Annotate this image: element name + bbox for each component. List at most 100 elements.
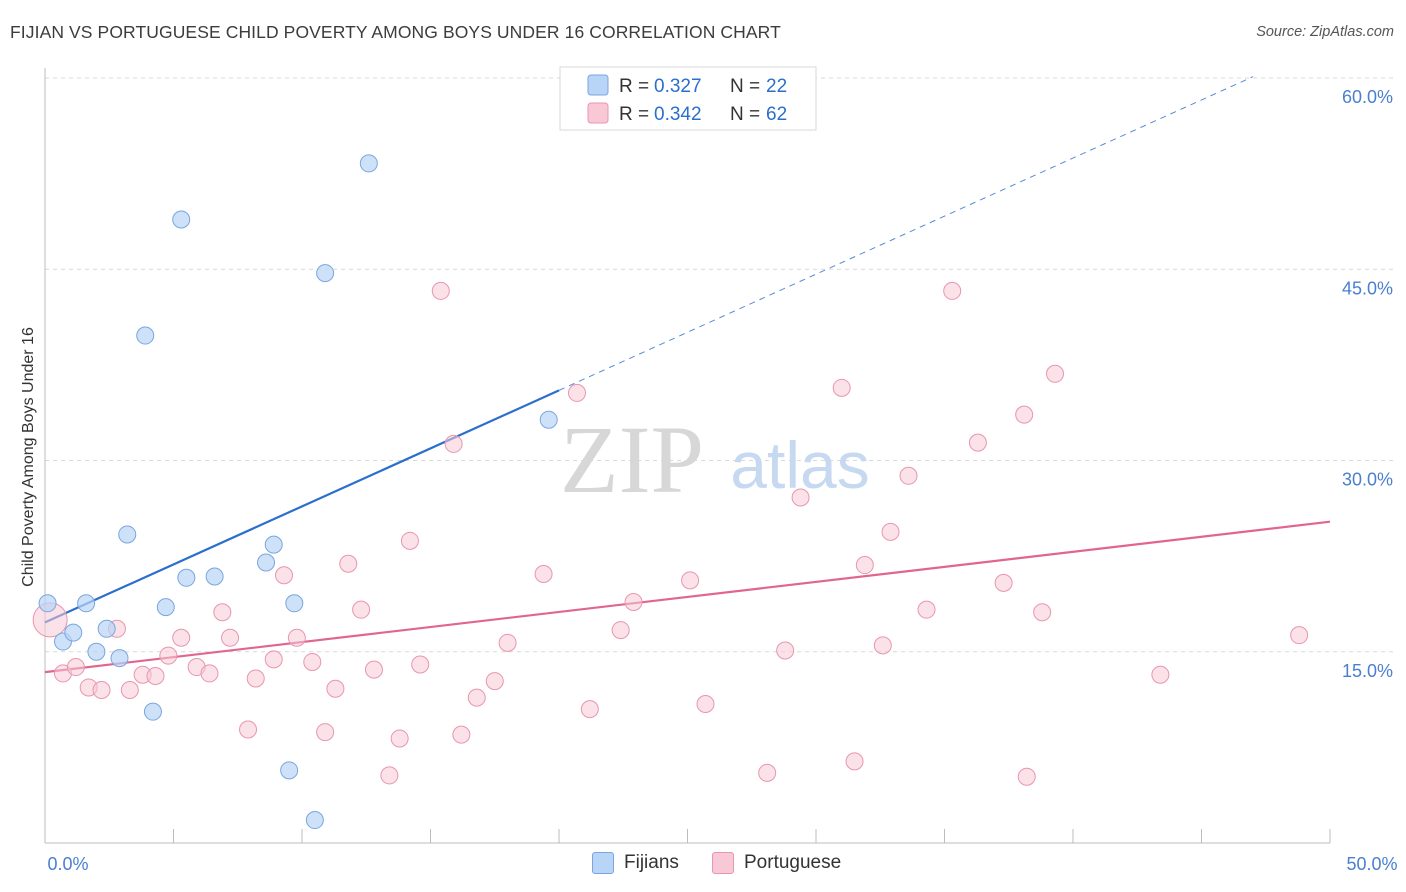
point-portuguese xyxy=(316,723,335,742)
point-portuguese xyxy=(696,695,715,714)
point-fijians xyxy=(305,811,324,830)
point-fijians xyxy=(64,623,83,642)
point-portuguese xyxy=(221,628,240,647)
point-portuguese xyxy=(246,669,265,688)
y-tick-label-2: 45.0% xyxy=(1342,278,1393,298)
bottom-legend-swatch-fijians xyxy=(592,852,614,874)
y-tick-label-3: 60.0% xyxy=(1342,87,1393,107)
point-portuguese xyxy=(200,664,219,683)
point-portuguese xyxy=(1033,603,1052,622)
trend-line-fijians-extension xyxy=(558,76,1254,391)
point-fijians xyxy=(87,642,106,661)
point-portuguese xyxy=(611,621,630,640)
point-portuguese xyxy=(431,281,450,300)
point-fijians xyxy=(38,594,57,613)
point-portuguese xyxy=(172,628,191,647)
point-portuguese xyxy=(92,681,111,699)
trend-line-fijians xyxy=(44,389,560,624)
point-portuguese xyxy=(899,466,918,485)
point-portuguese xyxy=(411,655,430,674)
point-fijians xyxy=(257,553,276,572)
trend-line-portuguese xyxy=(44,520,1331,674)
point-fijians xyxy=(172,210,191,229)
point-portuguese xyxy=(159,646,178,665)
trend-lines xyxy=(44,76,1331,674)
point-fijians xyxy=(285,594,304,613)
y-tick-label-0: 15.0% xyxy=(1342,661,1393,681)
point-portuguese xyxy=(1015,405,1034,424)
point-portuguese xyxy=(943,281,962,300)
point-fijians xyxy=(205,567,224,586)
point-fijians xyxy=(77,594,96,613)
point-portuguese xyxy=(1046,364,1065,383)
point-fijians xyxy=(539,410,558,429)
point-portuguese xyxy=(364,660,383,679)
point-portuguese xyxy=(917,600,936,619)
point-portuguese xyxy=(239,720,258,739)
point-portuguese xyxy=(339,554,358,573)
bottom-legend-label-portuguese: Portuguese xyxy=(744,852,842,873)
point-portuguese xyxy=(1151,665,1170,684)
point-portuguese xyxy=(791,488,810,507)
legend-n-label-portuguese: N = xyxy=(730,104,760,125)
point-portuguese xyxy=(855,556,874,575)
point-portuguese xyxy=(264,650,283,669)
legend-swatch-fijians xyxy=(587,74,609,96)
point-fijians xyxy=(156,598,175,617)
point-fijians xyxy=(316,264,335,283)
legend-swatch-portuguese xyxy=(587,102,609,124)
point-portuguese xyxy=(352,600,371,619)
y-axis-label: Child Poverty Among Boys Under 16 xyxy=(20,327,37,587)
point-portuguese xyxy=(873,636,892,655)
bottom-legend-swatch-portuguese xyxy=(712,852,734,874)
watermark: ZIP atlas xyxy=(560,406,870,513)
y-tick-label-1: 30.0% xyxy=(1342,470,1393,490)
x-tick-label-max: 50.0% xyxy=(1346,854,1397,874)
legend-n-label-fijians: N = xyxy=(730,76,760,97)
legend-r-value-fijians: 0.327 xyxy=(654,76,702,97)
point-portuguese xyxy=(994,573,1013,592)
point-portuguese xyxy=(624,593,643,612)
point-portuguese xyxy=(881,522,900,541)
point-portuguese xyxy=(758,763,777,782)
point-portuguese xyxy=(567,383,586,402)
point-fijians xyxy=(97,619,116,638)
point-portuguese xyxy=(213,603,232,622)
point-portuguese xyxy=(1017,767,1036,786)
watermark-zip: ZIP xyxy=(560,406,704,513)
x-tick-label-min: 0.0% xyxy=(47,854,88,874)
bottom-legend-label-fijians: Fijians xyxy=(624,852,679,873)
point-fijians xyxy=(177,568,196,587)
point-portuguese xyxy=(303,652,322,671)
chart-title: FIJIAN VS PORTUGUESE CHILD POVERTY AMONG… xyxy=(10,22,781,42)
legend-n-value-fijians: 22 xyxy=(766,76,787,97)
point-portuguese xyxy=(1290,626,1309,645)
point-portuguese xyxy=(146,666,165,685)
point-fijians xyxy=(136,326,155,345)
point-fijians xyxy=(264,535,283,554)
point-portuguese xyxy=(485,672,504,691)
bottom-legend: Fijians Portuguese xyxy=(0,852,1406,878)
data-points xyxy=(32,154,1309,830)
bottom-legend-item-portuguese: Portuguese xyxy=(712,852,841,874)
point-fijians xyxy=(359,154,378,173)
point-portuguese xyxy=(66,658,85,677)
point-portuguese xyxy=(120,681,139,699)
point-portuguese xyxy=(326,679,345,698)
legend-r-label-portuguese: R = xyxy=(619,104,649,125)
point-portuguese xyxy=(832,378,851,397)
source-attribution: Source: ZipAtlas.com xyxy=(1256,24,1394,40)
legend-n-value-portuguese: 62 xyxy=(766,104,787,125)
point-portuguese xyxy=(467,688,486,707)
point-portuguese xyxy=(380,766,399,785)
legend-r-value-portuguese: 0.342 xyxy=(654,104,702,125)
point-portuguese xyxy=(776,641,795,660)
point-portuguese xyxy=(452,725,471,744)
point-portuguese xyxy=(444,434,463,453)
point-portuguese xyxy=(968,433,987,452)
point-fijians xyxy=(110,649,129,668)
point-portuguese xyxy=(845,752,864,771)
point-portuguese xyxy=(534,564,553,583)
point-portuguese xyxy=(275,566,294,585)
